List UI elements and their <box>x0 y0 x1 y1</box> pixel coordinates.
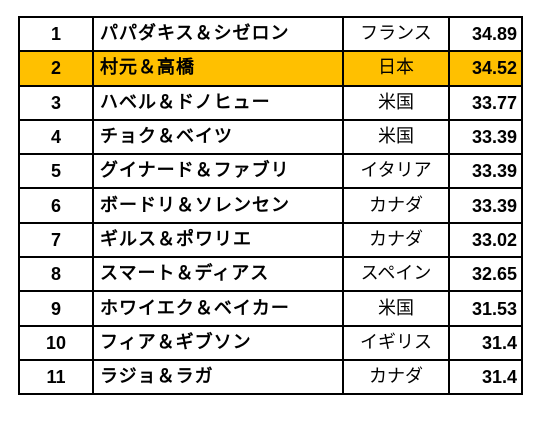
table-row: 8 スマート＆ディアス スペイン 32.65 <box>18 256 523 293</box>
score-cell: 33.39 <box>448 153 523 190</box>
score-cell: 32.65 <box>448 256 523 293</box>
country-cell: イギリス <box>342 324 450 361</box>
pair-name-cell: チョク＆ベイツ <box>92 118 344 156</box>
country-cell: 日本 <box>342 50 450 87</box>
rank-cell: 11 <box>18 358 94 396</box>
rank-cell: 2 <box>18 50 94 87</box>
rank-cell: 3 <box>18 84 94 121</box>
ranking-table-body: 1 パパダキス＆シゼロン フランス 34.89 2 村元＆高橋 日本 34.52… <box>18 15 523 396</box>
score-cell: 33.39 <box>448 118 523 156</box>
pair-name-cell: 村元＆高橋 <box>92 50 344 87</box>
country-cell: イタリア <box>342 153 450 190</box>
country-cell: 米国 <box>342 84 450 121</box>
table-row: 4 チョク＆ベイツ 米国 33.39 <box>18 118 523 156</box>
rank-cell: 7 <box>18 221 94 259</box>
table-row: 3 ハベル＆ドノヒュー 米国 33.77 <box>18 84 523 121</box>
pair-name-cell: ホワイエク＆ベイカー <box>92 290 344 327</box>
pair-name-cell: ハベル＆ドノヒュー <box>92 84 344 121</box>
rank-cell: 5 <box>18 153 94 190</box>
country-cell: 米国 <box>342 290 450 327</box>
table-row-highlighted: 2 村元＆高橋 日本 34.52 <box>18 50 523 87</box>
score-cell: 31.53 <box>448 290 523 327</box>
table-row: 5 グイナード＆ファブリ イタリア 33.39 <box>18 153 523 190</box>
rank-cell: 9 <box>18 290 94 327</box>
score-cell: 33.39 <box>448 187 523 224</box>
country-cell: 米国 <box>342 118 450 156</box>
pair-name-cell: ラジョ＆ラガ <box>92 358 344 396</box>
rank-cell: 6 <box>18 187 94 224</box>
table-row: 6 ボードリ＆ソレンセン カナダ 33.39 <box>18 187 523 224</box>
pair-name-cell: ボードリ＆ソレンセン <box>92 187 344 224</box>
table-row: 9 ホワイエク＆ベイカー 米国 31.53 <box>18 290 523 327</box>
country-cell: フランス <box>342 15 450 53</box>
table-row: 1 パパダキス＆シゼロン フランス 34.89 <box>18 15 523 53</box>
country-cell: スペイン <box>342 256 450 293</box>
ranking-table: 1 パパダキス＆シゼロン フランス 34.89 2 村元＆高橋 日本 34.52… <box>18 15 523 396</box>
country-cell: カナダ <box>342 221 450 259</box>
score-cell: 33.77 <box>448 84 523 121</box>
score-cell: 34.52 <box>448 50 523 87</box>
rank-cell: 8 <box>18 256 94 293</box>
table-row: 7 ギルス＆ポワリエ カナダ 33.02 <box>18 221 523 259</box>
country-cell: カナダ <box>342 358 450 396</box>
rank-cell: 4 <box>18 118 94 156</box>
score-cell: 34.89 <box>448 15 523 53</box>
score-cell: 31.4 <box>448 358 523 396</box>
pair-name-cell: スマート＆ディアス <box>92 256 344 293</box>
score-cell: 33.02 <box>448 221 523 259</box>
table-row: 10 フィア＆ギブソン イギリス 31.4 <box>18 324 523 361</box>
score-cell: 31.4 <box>448 324 523 361</box>
pair-name-cell: グイナード＆ファブリ <box>92 153 344 190</box>
table-row: 11 ラジョ＆ラガ カナダ 31.4 <box>18 358 523 396</box>
pair-name-cell: パパダキス＆シゼロン <box>92 15 344 53</box>
pair-name-cell: ギルス＆ポワリエ <box>92 221 344 259</box>
pair-name-cell: フィア＆ギブソン <box>92 324 344 361</box>
rank-cell: 10 <box>18 324 94 361</box>
rank-cell: 1 <box>18 15 94 53</box>
country-cell: カナダ <box>342 187 450 224</box>
